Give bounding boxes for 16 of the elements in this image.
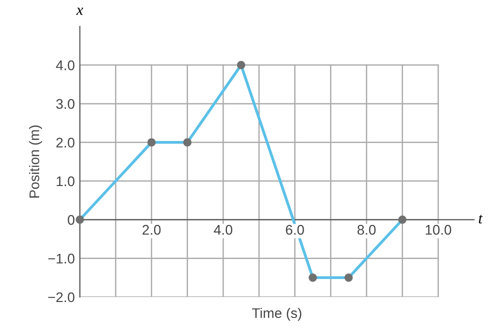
y-tick-label: 2.0	[56, 138, 74, 148]
y-tick-label: 0	[68, 215, 74, 225]
y-tick-label: 3.0	[56, 99, 74, 109]
y-tick-label: −2.0	[48, 292, 74, 302]
y-tick-label: 4.0	[56, 60, 74, 70]
y-axis-title: Position (m)	[29, 126, 42, 198]
y-tick-label: 1.0	[56, 176, 74, 186]
x-tick-label: 8.0	[357, 224, 376, 235]
x-tick-label: 4.0	[214, 224, 232, 235]
x-tick-label: 10.0	[426, 224, 452, 235]
y-tick-label: −1.0	[48, 254, 74, 264]
x-axis-title: Time (s)	[252, 308, 302, 321]
x-tick-label: 2.0	[142, 224, 161, 235]
text: t	[478, 214, 483, 224]
x-tick-label: 6.0	[286, 224, 304, 235]
text: x	[76, 8, 84, 15]
